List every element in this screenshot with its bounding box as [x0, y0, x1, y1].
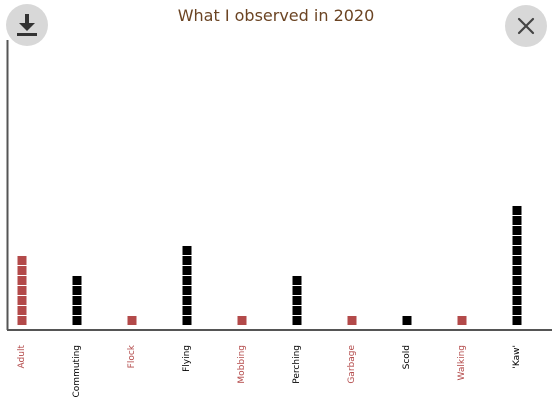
- bar-unit: [72, 316, 82, 325]
- download-icon: [17, 14, 37, 36]
- x-tick-label: Mobbing: [237, 345, 247, 384]
- bar-7: [402, 316, 412, 325]
- bar-unit: [457, 316, 467, 325]
- bar-unit: [182, 276, 192, 285]
- bar-unit: [292, 276, 302, 285]
- bar-unit: [17, 286, 27, 295]
- bar-unit: [72, 296, 82, 305]
- bar-4: [237, 316, 247, 325]
- bar-unit: [512, 236, 522, 245]
- bar-unit: [512, 296, 522, 305]
- bar-unit: [512, 256, 522, 265]
- x-tick-label: Flock: [127, 344, 137, 368]
- bar-unit: [17, 256, 27, 265]
- bar-unit: [182, 286, 192, 295]
- download-button[interactable]: [6, 4, 48, 46]
- bar-5: [292, 276, 302, 325]
- bar-unit: [347, 316, 357, 325]
- bar-unit: [17, 306, 27, 315]
- bar-unit: [182, 256, 192, 265]
- x-tick-label: Commuting: [72, 345, 82, 397]
- bar-unit: [17, 296, 27, 305]
- bar-unit: [72, 286, 82, 295]
- bar-3: [182, 246, 192, 325]
- bar-unit: [182, 306, 192, 315]
- bar-unit: [182, 296, 192, 305]
- x-tick-label: 'Kaw': [512, 345, 522, 369]
- bar-unit: [292, 296, 302, 305]
- x-tick-label: Adult: [17, 345, 27, 369]
- bar-2: [127, 316, 137, 325]
- bar-unit: [17, 266, 27, 275]
- bar-unit: [512, 316, 522, 325]
- x-tick-label: Walking: [457, 345, 467, 380]
- bar-unit: [292, 286, 302, 295]
- bar-1: [72, 276, 82, 325]
- page-title: What I observed in 2020: [177, 6, 375, 25]
- bar-unit: [182, 266, 192, 275]
- bar-unit: [72, 306, 82, 315]
- bar-unit: [17, 276, 27, 285]
- bar-unit: [512, 266, 522, 275]
- bar-unit: [512, 306, 522, 315]
- bar-unit: [512, 206, 522, 215]
- x-tick-label: Perching: [292, 345, 302, 384]
- close-icon: [517, 17, 535, 35]
- x-tick-label: Scold: [402, 345, 412, 369]
- bar-unit: [292, 306, 302, 315]
- bar-unit: [72, 276, 82, 285]
- bar-8: [457, 316, 467, 325]
- bar-unit: [292, 316, 302, 325]
- x-tick-label: Garbage: [347, 345, 357, 384]
- x-tick-label: Flying: [182, 345, 192, 372]
- bar-unit: [182, 246, 192, 255]
- bar-9: [512, 206, 522, 325]
- bar-unit: [512, 216, 522, 225]
- bar-0: [17, 256, 27, 325]
- bar-unit: [237, 316, 247, 325]
- bar-unit: [512, 276, 522, 285]
- bar-unit: [182, 316, 192, 325]
- close-button[interactable]: [505, 5, 547, 47]
- bar-unit: [17, 316, 27, 325]
- bar-unit: [512, 286, 522, 295]
- bar-unit: [512, 246, 522, 255]
- bar-6: [347, 316, 357, 325]
- bar-unit: [127, 316, 137, 325]
- bar-unit: [402, 316, 412, 325]
- bar-unit: [512, 226, 522, 235]
